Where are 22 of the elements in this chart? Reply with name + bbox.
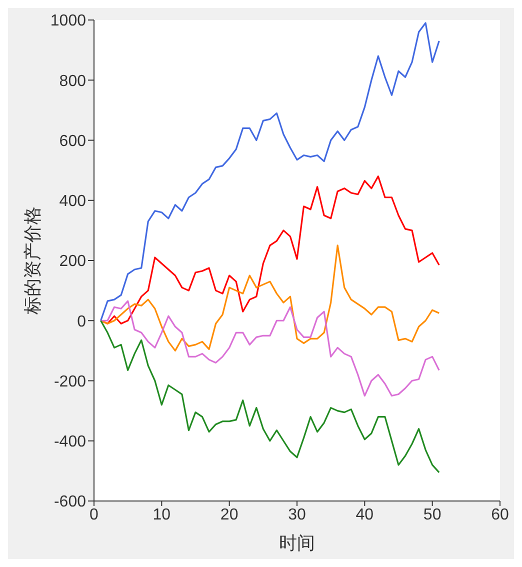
y-tick-label: 800 xyxy=(59,72,86,90)
y-tick-label: 200 xyxy=(59,253,86,270)
y-tick-label: -400 xyxy=(54,434,86,451)
y-tick-label: 600 xyxy=(59,132,86,150)
line-series xyxy=(100,320,440,474)
x-tick-label: 50 xyxy=(423,506,442,524)
x-tick-label: 20 xyxy=(220,506,238,524)
y-tick-label: 0 xyxy=(77,313,86,330)
x-tick-label: 10 xyxy=(152,506,171,524)
y-tick-label: 400 xyxy=(59,193,86,210)
y-tick-label: -600 xyxy=(54,494,86,511)
y-axis-title: 标的资产价格 xyxy=(22,206,44,316)
x-tick-label: 30 xyxy=(288,506,306,524)
x-axis-title: 时间 xyxy=(279,533,315,554)
x-tick-label: 40 xyxy=(356,506,374,524)
x-tick-label: 0 xyxy=(90,506,99,524)
y-tick-label: 1000 xyxy=(50,12,86,30)
line-series xyxy=(100,244,440,352)
y-tick-label: -200 xyxy=(54,373,86,390)
line-series xyxy=(100,300,440,397)
line-series xyxy=(100,22,440,322)
x-tick-label: 60 xyxy=(491,506,509,524)
